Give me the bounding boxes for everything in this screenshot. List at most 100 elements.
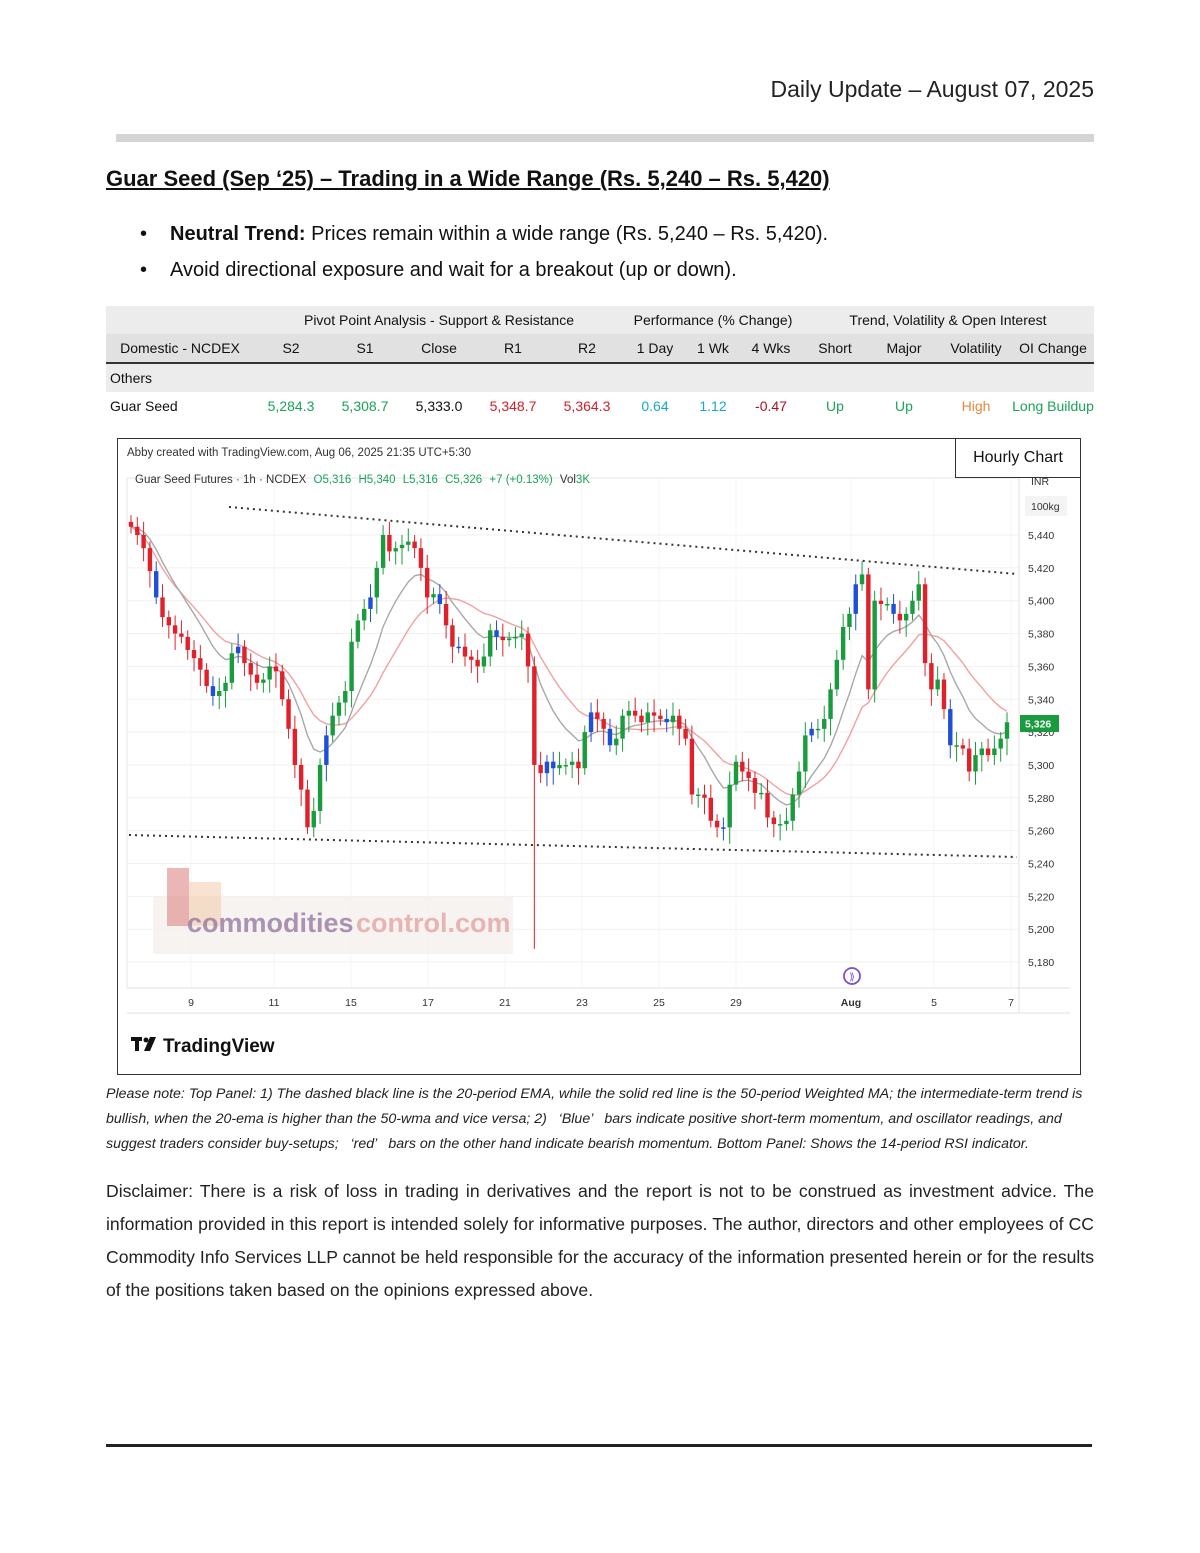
bullet-dot: • <box>140 259 148 281</box>
chart-note: Please note: Top Panel: 1) The dashed bl… <box>106 1086 1083 1152</box>
col-header: R1 <box>476 334 550 364</box>
time-tick-label: 29 <box>730 997 742 1009</box>
legend-vol-label: Vol <box>560 474 576 486</box>
candle-body <box>658 715 663 719</box>
footer-divider <box>106 1444 1092 1447</box>
candle-body <box>481 656 487 667</box>
candle-body <box>903 613 909 621</box>
time-tick-label: 7 <box>1008 997 1014 1009</box>
candle-body <box>387 535 392 552</box>
candle-body <box>172 625 178 634</box>
candle-body <box>462 646 468 657</box>
candle-body <box>141 535 146 549</box>
candle-body <box>822 718 827 729</box>
candle-body <box>418 548 424 568</box>
candle-body <box>834 659 840 690</box>
table-header-row: Domestic - NCDEX S2 S1 Close R1 R2 1 Day… <box>106 334 1094 364</box>
candle-body <box>475 659 480 667</box>
candle-body <box>765 792 770 818</box>
candle-body <box>847 613 852 627</box>
candle-body <box>179 633 184 637</box>
candle-body <box>929 663 934 690</box>
candle-body <box>519 633 524 637</box>
legend-change: +7 (+0.13%) <box>489 474 552 486</box>
report-headline: Guar Seed (Sep ‘25) – Trading in a Wide … <box>106 166 830 191</box>
cell-volatility: High <box>961 398 991 414</box>
cell-1day: 0.64 <box>641 398 669 414</box>
time-tick-label: 23 <box>576 997 588 1009</box>
candle-body <box>910 600 915 614</box>
candle-body <box>689 738 695 795</box>
col-header: Volatility <box>940 334 1012 364</box>
candle-body <box>626 710 632 716</box>
event-marker-icon[interactable] <box>843 967 861 985</box>
candle-body <box>595 712 600 719</box>
col-header: 4 Wks <box>740 334 802 364</box>
col-header: S1 <box>328 334 402 364</box>
group-pivot: Pivot Point Analysis - Support & Resista… <box>254 306 624 334</box>
col-header: Major <box>868 334 940 364</box>
candle-body <box>254 674 260 683</box>
candle-body <box>954 745 959 747</box>
group-trend: Trend, Volatility & Open Interest <box>802 306 1094 334</box>
candle-body <box>966 748 972 772</box>
candle-body <box>343 691 348 703</box>
candle-body <box>664 718 669 723</box>
candle-body <box>166 617 172 626</box>
price-tick-label: 5,340 <box>1028 694 1054 706</box>
candle-body <box>935 679 940 690</box>
candle-body <box>324 735 329 765</box>
candle-body <box>771 817 777 825</box>
table-row: Guar Seed 5,284.3 5,308.7 5,333.0 5,348.… <box>106 392 1094 420</box>
candle-body <box>746 771 751 779</box>
watermark-text-2: control.com <box>356 908 511 938</box>
candle-body <box>973 755 978 772</box>
price-tag-bg <box>1020 715 1059 732</box>
cell-major: Up <box>895 398 913 414</box>
candle-body <box>443 603 449 626</box>
candle-body <box>998 738 1003 749</box>
candle-body <box>198 658 203 670</box>
candle-body <box>784 820 789 825</box>
cell-s1: 5,308.7 <box>341 398 389 414</box>
candle-body <box>828 689 833 719</box>
cell-short: Up <box>826 398 844 414</box>
price-chart: commodities control.com 5,440 5,420 5,400 5… <box>126 447 1070 1057</box>
candle-body <box>576 761 581 769</box>
header-divider <box>116 134 1094 142</box>
legend-low: L5,316 <box>403 474 438 486</box>
tradingview-brand: TradingView <box>163 1036 275 1057</box>
candle-body <box>267 666 272 680</box>
time-tick-label: Aug <box>841 997 861 1009</box>
candle-body <box>147 548 153 572</box>
candle-body <box>721 827 726 829</box>
candle-body <box>569 761 575 765</box>
price-tick-label: 5,260 <box>1028 826 1054 838</box>
candle-body <box>374 567 379 598</box>
candle-body <box>456 646 461 649</box>
tradingview-logo: TradingView <box>131 1036 275 1057</box>
candle-body <box>437 594 443 604</box>
candle-body <box>853 584 858 614</box>
price-tick-label: 5,440 <box>1028 530 1054 542</box>
price-tag: 5,326 <box>1025 719 1051 731</box>
col-header: 1 Wk <box>686 334 740 364</box>
price-tick-label: 5,380 <box>1028 629 1054 641</box>
bullet-bold: Neutral Trend: <box>170 223 306 245</box>
watermark-logo-square <box>189 882 221 926</box>
table-section-row: Others <box>106 363 1094 392</box>
candle-body <box>494 630 499 637</box>
candle-body <box>317 764 323 811</box>
price-tick-label: 5,220 <box>1028 891 1054 903</box>
legend-vol: 3K <box>576 474 590 486</box>
candle-body <box>336 702 342 716</box>
candle-body <box>614 738 619 746</box>
candle-body <box>891 603 896 614</box>
candle-body <box>368 597 373 609</box>
candle-body <box>506 638 512 641</box>
chart-created-line: Abby created with TradingView.com, Aug 0… <box>127 447 471 459</box>
bullet-text: Prices remain within a wide range (Rs. 5… <box>305 223 829 245</box>
time-tick-label: 21 <box>499 997 511 1009</box>
price-tick-label: 5,240 <box>1028 859 1054 871</box>
candle-body <box>412 541 417 549</box>
